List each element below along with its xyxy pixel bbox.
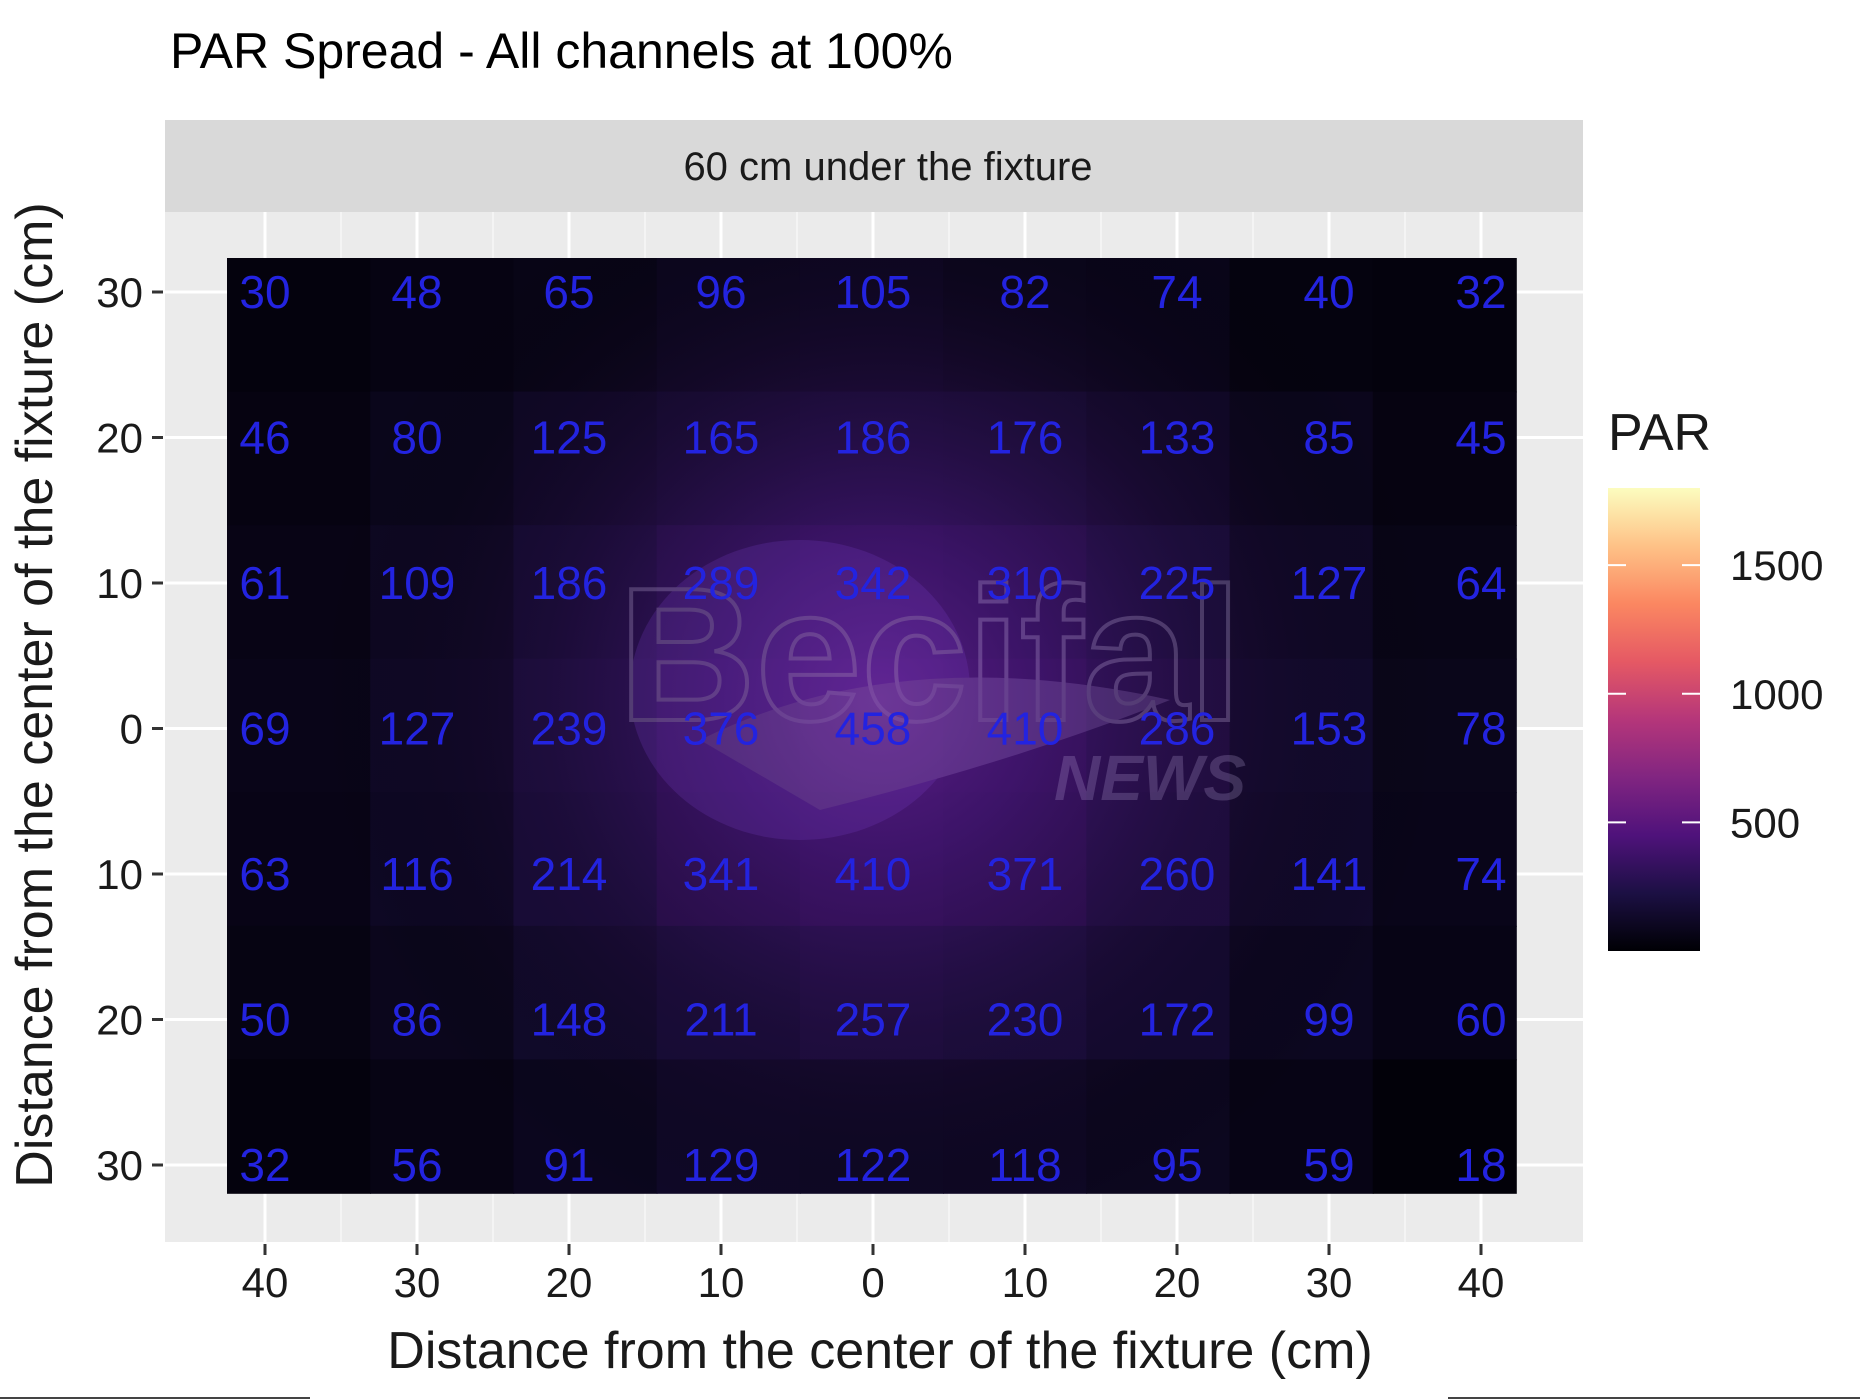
- cell-value-label: 45: [1455, 412, 1506, 464]
- x-tick-label: 30: [1306, 1259, 1353, 1306]
- cell-value-label: 371: [987, 848, 1064, 900]
- cell-value-label: 257: [835, 994, 912, 1046]
- cell-value-label: 122: [835, 1139, 912, 1191]
- cell-value-label: 99: [1303, 994, 1354, 1046]
- cell-value-label: 46: [239, 412, 290, 464]
- cell-value-label: 410: [987, 703, 1064, 755]
- cell-value-label: 129: [683, 1139, 760, 1191]
- x-tick-label: 40: [242, 1259, 289, 1306]
- cell-value-label: 148: [531, 994, 608, 1046]
- cell-value-label: 286: [1139, 703, 1216, 755]
- chart-title: PAR Spread - All channels at 100%: [170, 23, 953, 79]
- facet-label: 60 cm under the fixture: [683, 145, 1092, 189]
- cell-value-label: 85: [1303, 412, 1354, 464]
- cell-value-label: 48: [391, 266, 442, 318]
- cell-value-label: 59: [1303, 1139, 1354, 1191]
- cell-value-label: 65: [543, 266, 594, 318]
- cell-value-label: 80: [391, 412, 442, 464]
- cell-value-label: 69: [239, 703, 290, 755]
- cell-value-label: 56: [391, 1139, 442, 1191]
- y-tick-label: 20: [96, 997, 143, 1044]
- cell-value-label: 86: [391, 994, 442, 1046]
- cell-value-label: 118: [988, 1139, 1061, 1191]
- cell-value-label: 225: [1139, 557, 1216, 609]
- cell-value-label: 133: [1139, 412, 1216, 464]
- cell-value-label: 186: [531, 557, 608, 609]
- y-tick-label: 0: [120, 706, 143, 753]
- watermark-brand: Becifal: [618, 549, 1241, 761]
- x-tick-label: 10: [1002, 1259, 1049, 1306]
- cell-value-label: 109: [379, 557, 456, 609]
- cell-value-label: 410: [835, 848, 912, 900]
- x-axis-title: Distance from the center of the fixture …: [387, 1322, 1372, 1380]
- cell-value-label: 95: [1151, 1139, 1202, 1191]
- cell-value-label: 127: [1291, 557, 1368, 609]
- y-tick-label: 30: [96, 1142, 143, 1189]
- cell-value-label: 127: [379, 703, 456, 755]
- cell-value-label: 376: [683, 703, 760, 755]
- legend-tick-label: 1000: [1730, 671, 1823, 718]
- x-tick-label: 20: [1154, 1259, 1201, 1306]
- cell-value-label: 310: [987, 557, 1064, 609]
- heat-glow: [227, 258, 1516, 1193]
- cell-value-label: 96: [695, 266, 746, 318]
- cell-value-label: 125: [531, 412, 608, 464]
- x-tick-label: 0: [861, 1259, 884, 1306]
- cell-value-label: 172: [1139, 994, 1216, 1046]
- cell-value-label: 342: [835, 557, 912, 609]
- cell-value-label: 176: [987, 412, 1064, 464]
- legend-ticks: 1500 1000 500: [1608, 542, 1823, 846]
- y-axis: 30 20 10 0 10 20 30: [96, 269, 163, 1189]
- cell-value-label: 141: [1291, 848, 1368, 900]
- cell-value-label: 32: [1455, 266, 1506, 318]
- cell-value-label: 458: [835, 703, 912, 755]
- cell-value-label: 105: [835, 266, 912, 318]
- cell-value-label: 91: [543, 1139, 594, 1191]
- y-axis-title: Distance from the center of the fixture …: [6, 202, 64, 1187]
- cell-value-label: 50: [239, 994, 290, 1046]
- y-tick-label: 30: [96, 269, 143, 316]
- cell-value-label: 289: [683, 557, 760, 609]
- cell-value-label: 165: [683, 412, 760, 464]
- cell-value-label: 74: [1455, 848, 1506, 900]
- x-tick-label: 30: [394, 1259, 441, 1306]
- cell-value-label: 64: [1455, 557, 1506, 609]
- cell-labels: 30 48 65 96 105 82 74 40 32 46 80 125 165 186 176 133 85…: [239, 266, 1506, 1191]
- watermark-logo: Becifal NEWS: [616, 540, 1246, 840]
- legend-tick-label: 500: [1730, 799, 1800, 846]
- cell-value-label: 61: [239, 557, 290, 609]
- cell-value-label: 186: [835, 412, 912, 464]
- cell-value-label: 74: [1151, 266, 1202, 318]
- cell-value-label: 40: [1303, 266, 1354, 318]
- cell-value-label: 260: [1139, 848, 1216, 900]
- legend-tick-label: 1500: [1730, 542, 1823, 589]
- legend-colorbar: [1608, 488, 1700, 951]
- cell-value-label: 214: [531, 848, 608, 900]
- cell-value-label: 341: [683, 848, 760, 900]
- x-axis: 40 30 20 10 0 10 20 30 40: [242, 1244, 1505, 1306]
- cell-value-label: 63: [239, 848, 290, 900]
- x-tick-label: 10: [698, 1259, 745, 1306]
- cell-value-label: 153: [1291, 703, 1368, 755]
- cell-value-label: 32: [239, 1139, 290, 1191]
- y-tick-label: 10: [96, 851, 143, 898]
- cell-value-label: 211: [684, 994, 757, 1046]
- cell-value-label: 60: [1455, 994, 1506, 1046]
- x-tick-label: 40: [1458, 1259, 1505, 1306]
- facet-strip: [165, 120, 1583, 212]
- y-tick-label: 20: [96, 415, 143, 462]
- cell-value-label: 230: [987, 994, 1064, 1046]
- watermark-sub: NEWS: [1054, 742, 1246, 814]
- x-tick-label: 20: [546, 1259, 593, 1306]
- y-tick-label: 10: [96, 560, 143, 607]
- cell-value-label: 18: [1455, 1139, 1506, 1191]
- cell-value-label: 78: [1455, 703, 1506, 755]
- cell-value-label: 239: [531, 703, 608, 755]
- cell-value-label: 30: [239, 266, 290, 318]
- cell-value-label: 116: [380, 848, 453, 900]
- cell-value-label: 82: [999, 266, 1050, 318]
- legend-title: PAR: [1608, 404, 1711, 462]
